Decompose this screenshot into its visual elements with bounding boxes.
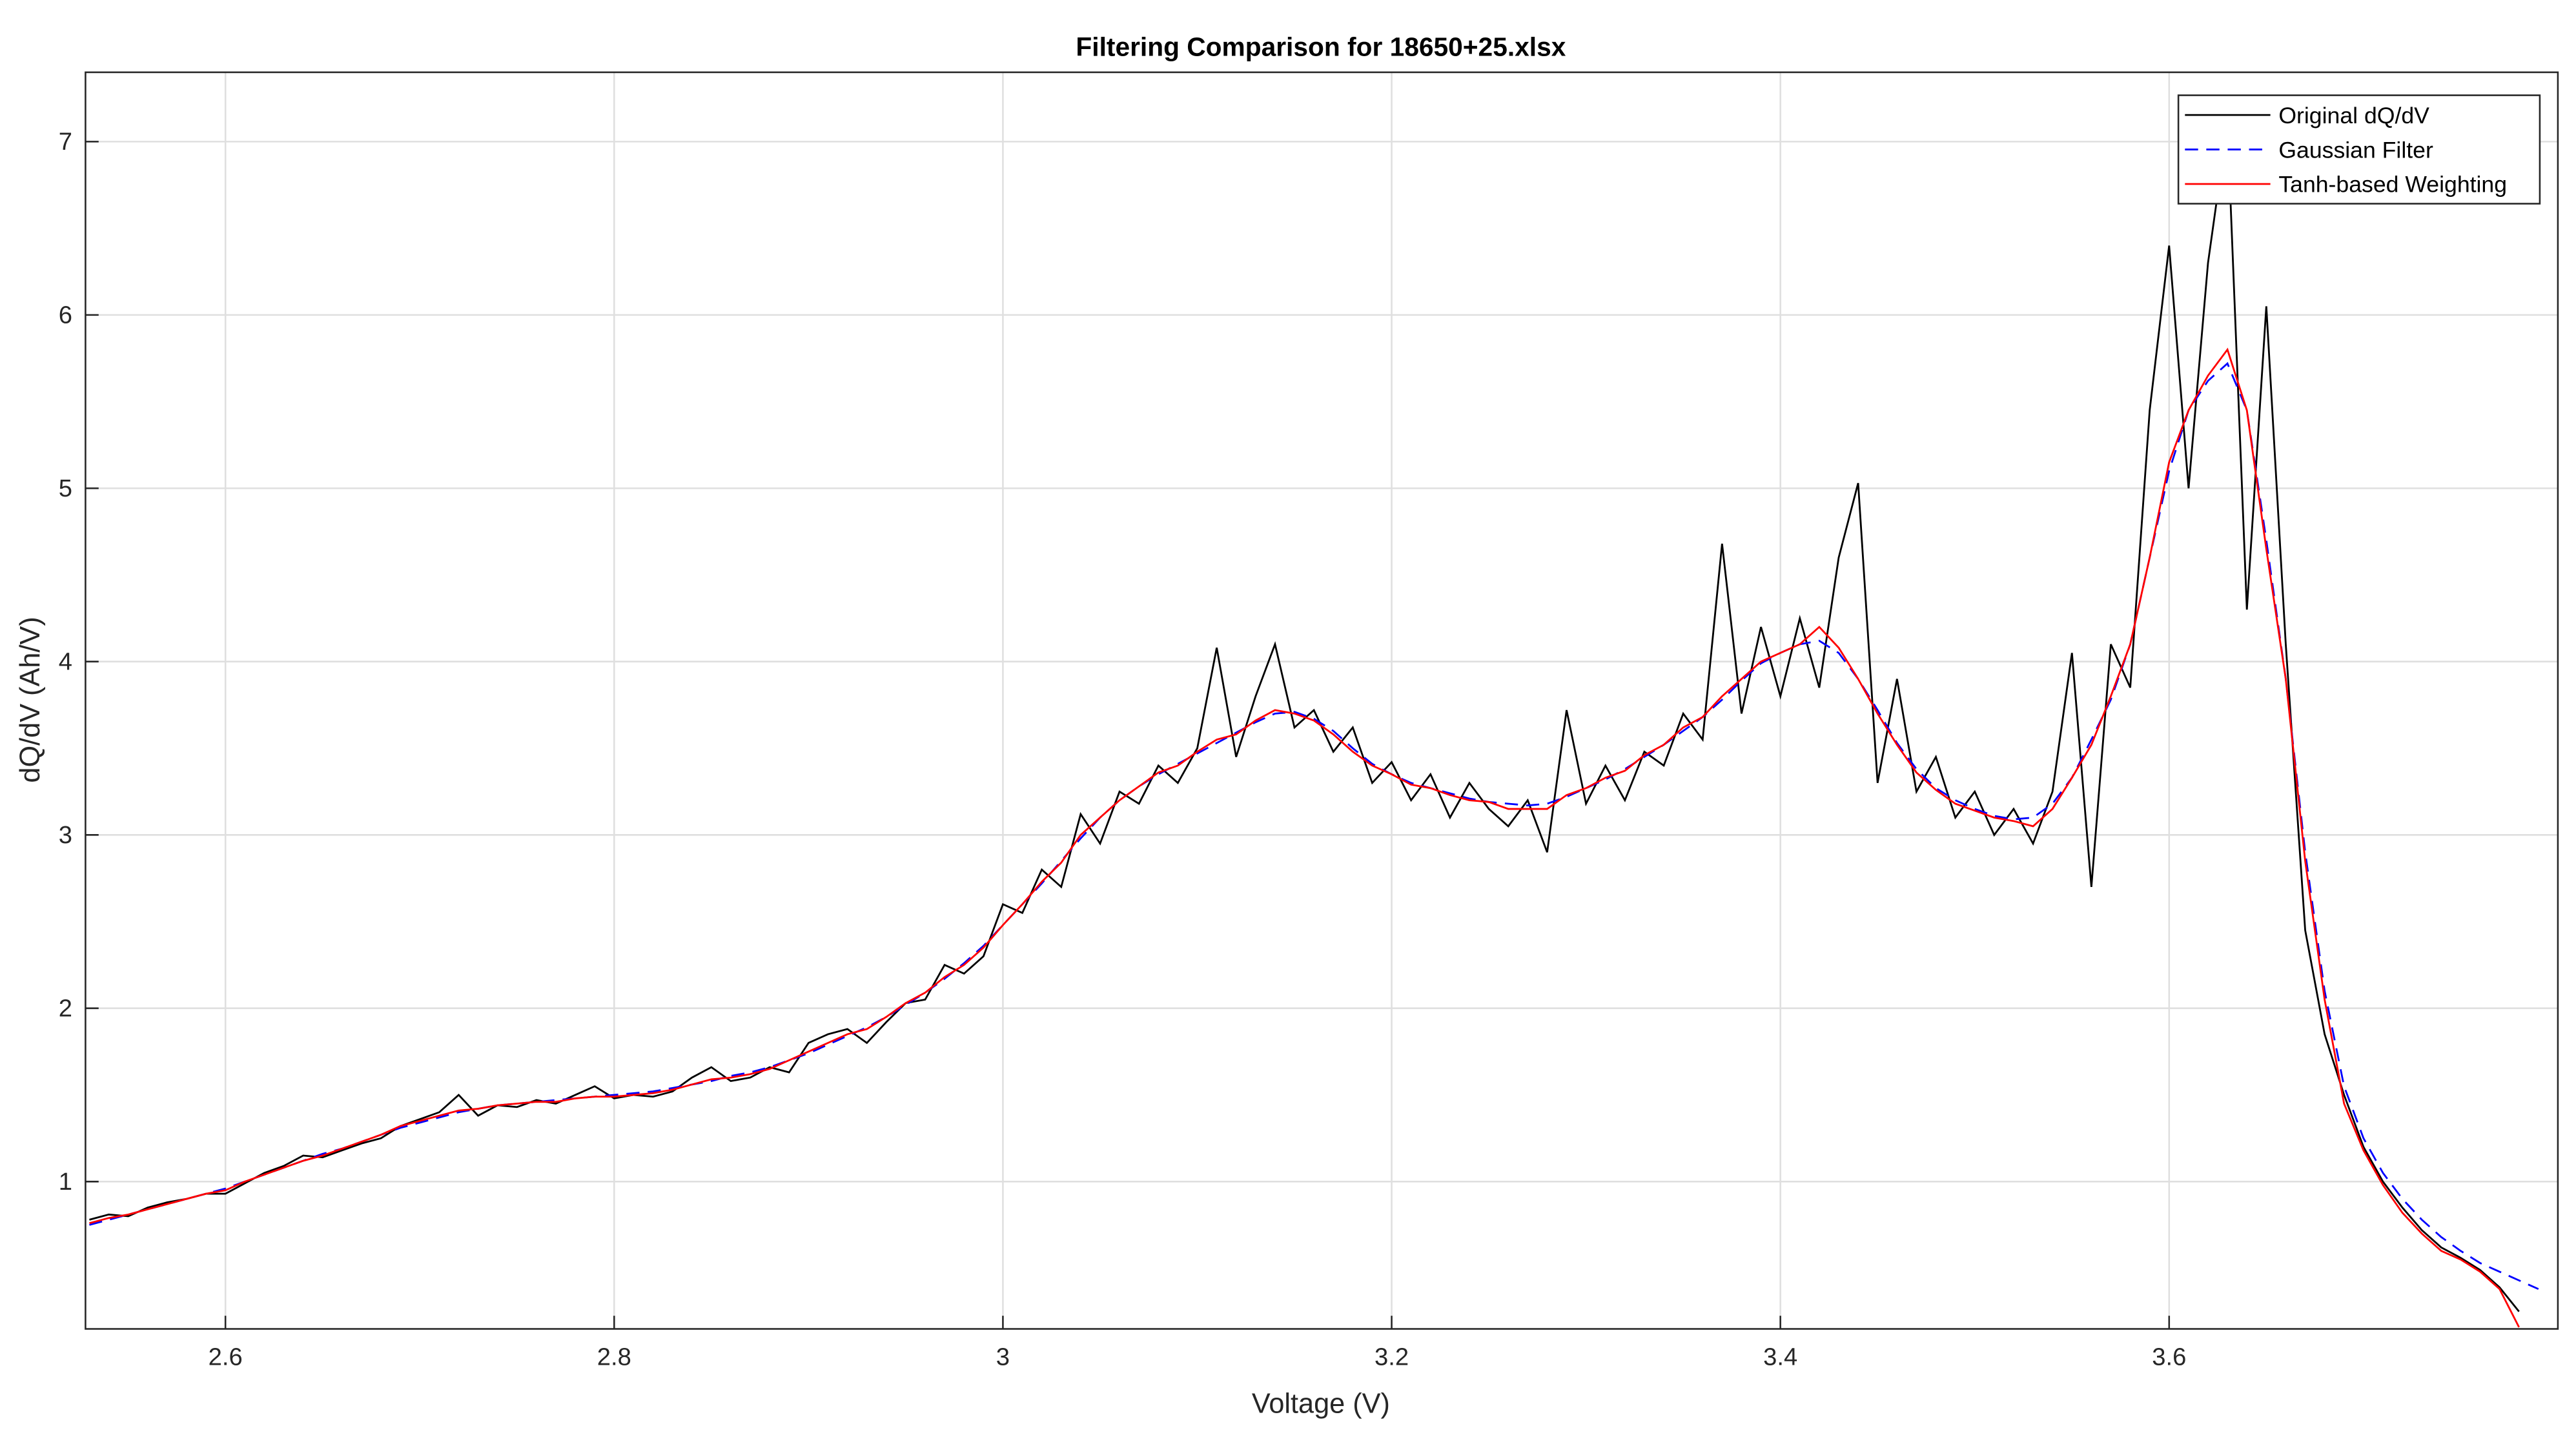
y-axis-label: dQ/dV (Ah/V) — [15, 617, 46, 782]
legend-label: Gaussian Filter — [2278, 137, 2433, 163]
x-axis-label: Voltage (V) — [1252, 1388, 1390, 1419]
plot-frame — [85, 71, 2559, 1330]
legend-label: Tanh-based Weighting — [2278, 172, 2507, 198]
y-tick-label: 1 — [59, 1168, 72, 1196]
x-tick-label: 3.6 — [2152, 1343, 2186, 1371]
x-tick-label: 3 — [996, 1343, 1010, 1371]
y-tick-label: 7 — [59, 128, 72, 156]
y-tick-label: 6 — [59, 301, 72, 329]
x-tick-label: 2.6 — [209, 1343, 243, 1371]
chart-title: Filtering Comparison for 18650+25.xlsx — [1076, 32, 1566, 62]
legend-label: Original dQ/dV — [2278, 103, 2429, 128]
y-tick-label: 4 — [59, 648, 72, 676]
y-tick-label: 2 — [59, 995, 72, 1023]
x-tick-label: 3.4 — [1763, 1343, 1797, 1371]
series-line — [89, 124, 2520, 1312]
x-tick-label: 2.8 — [597, 1343, 631, 1371]
y-tick-label: 3 — [59, 821, 72, 849]
y-tick-label: 5 — [59, 474, 72, 502]
series-line — [89, 347, 2520, 1328]
x-tick-label: 3.2 — [1375, 1343, 1409, 1371]
